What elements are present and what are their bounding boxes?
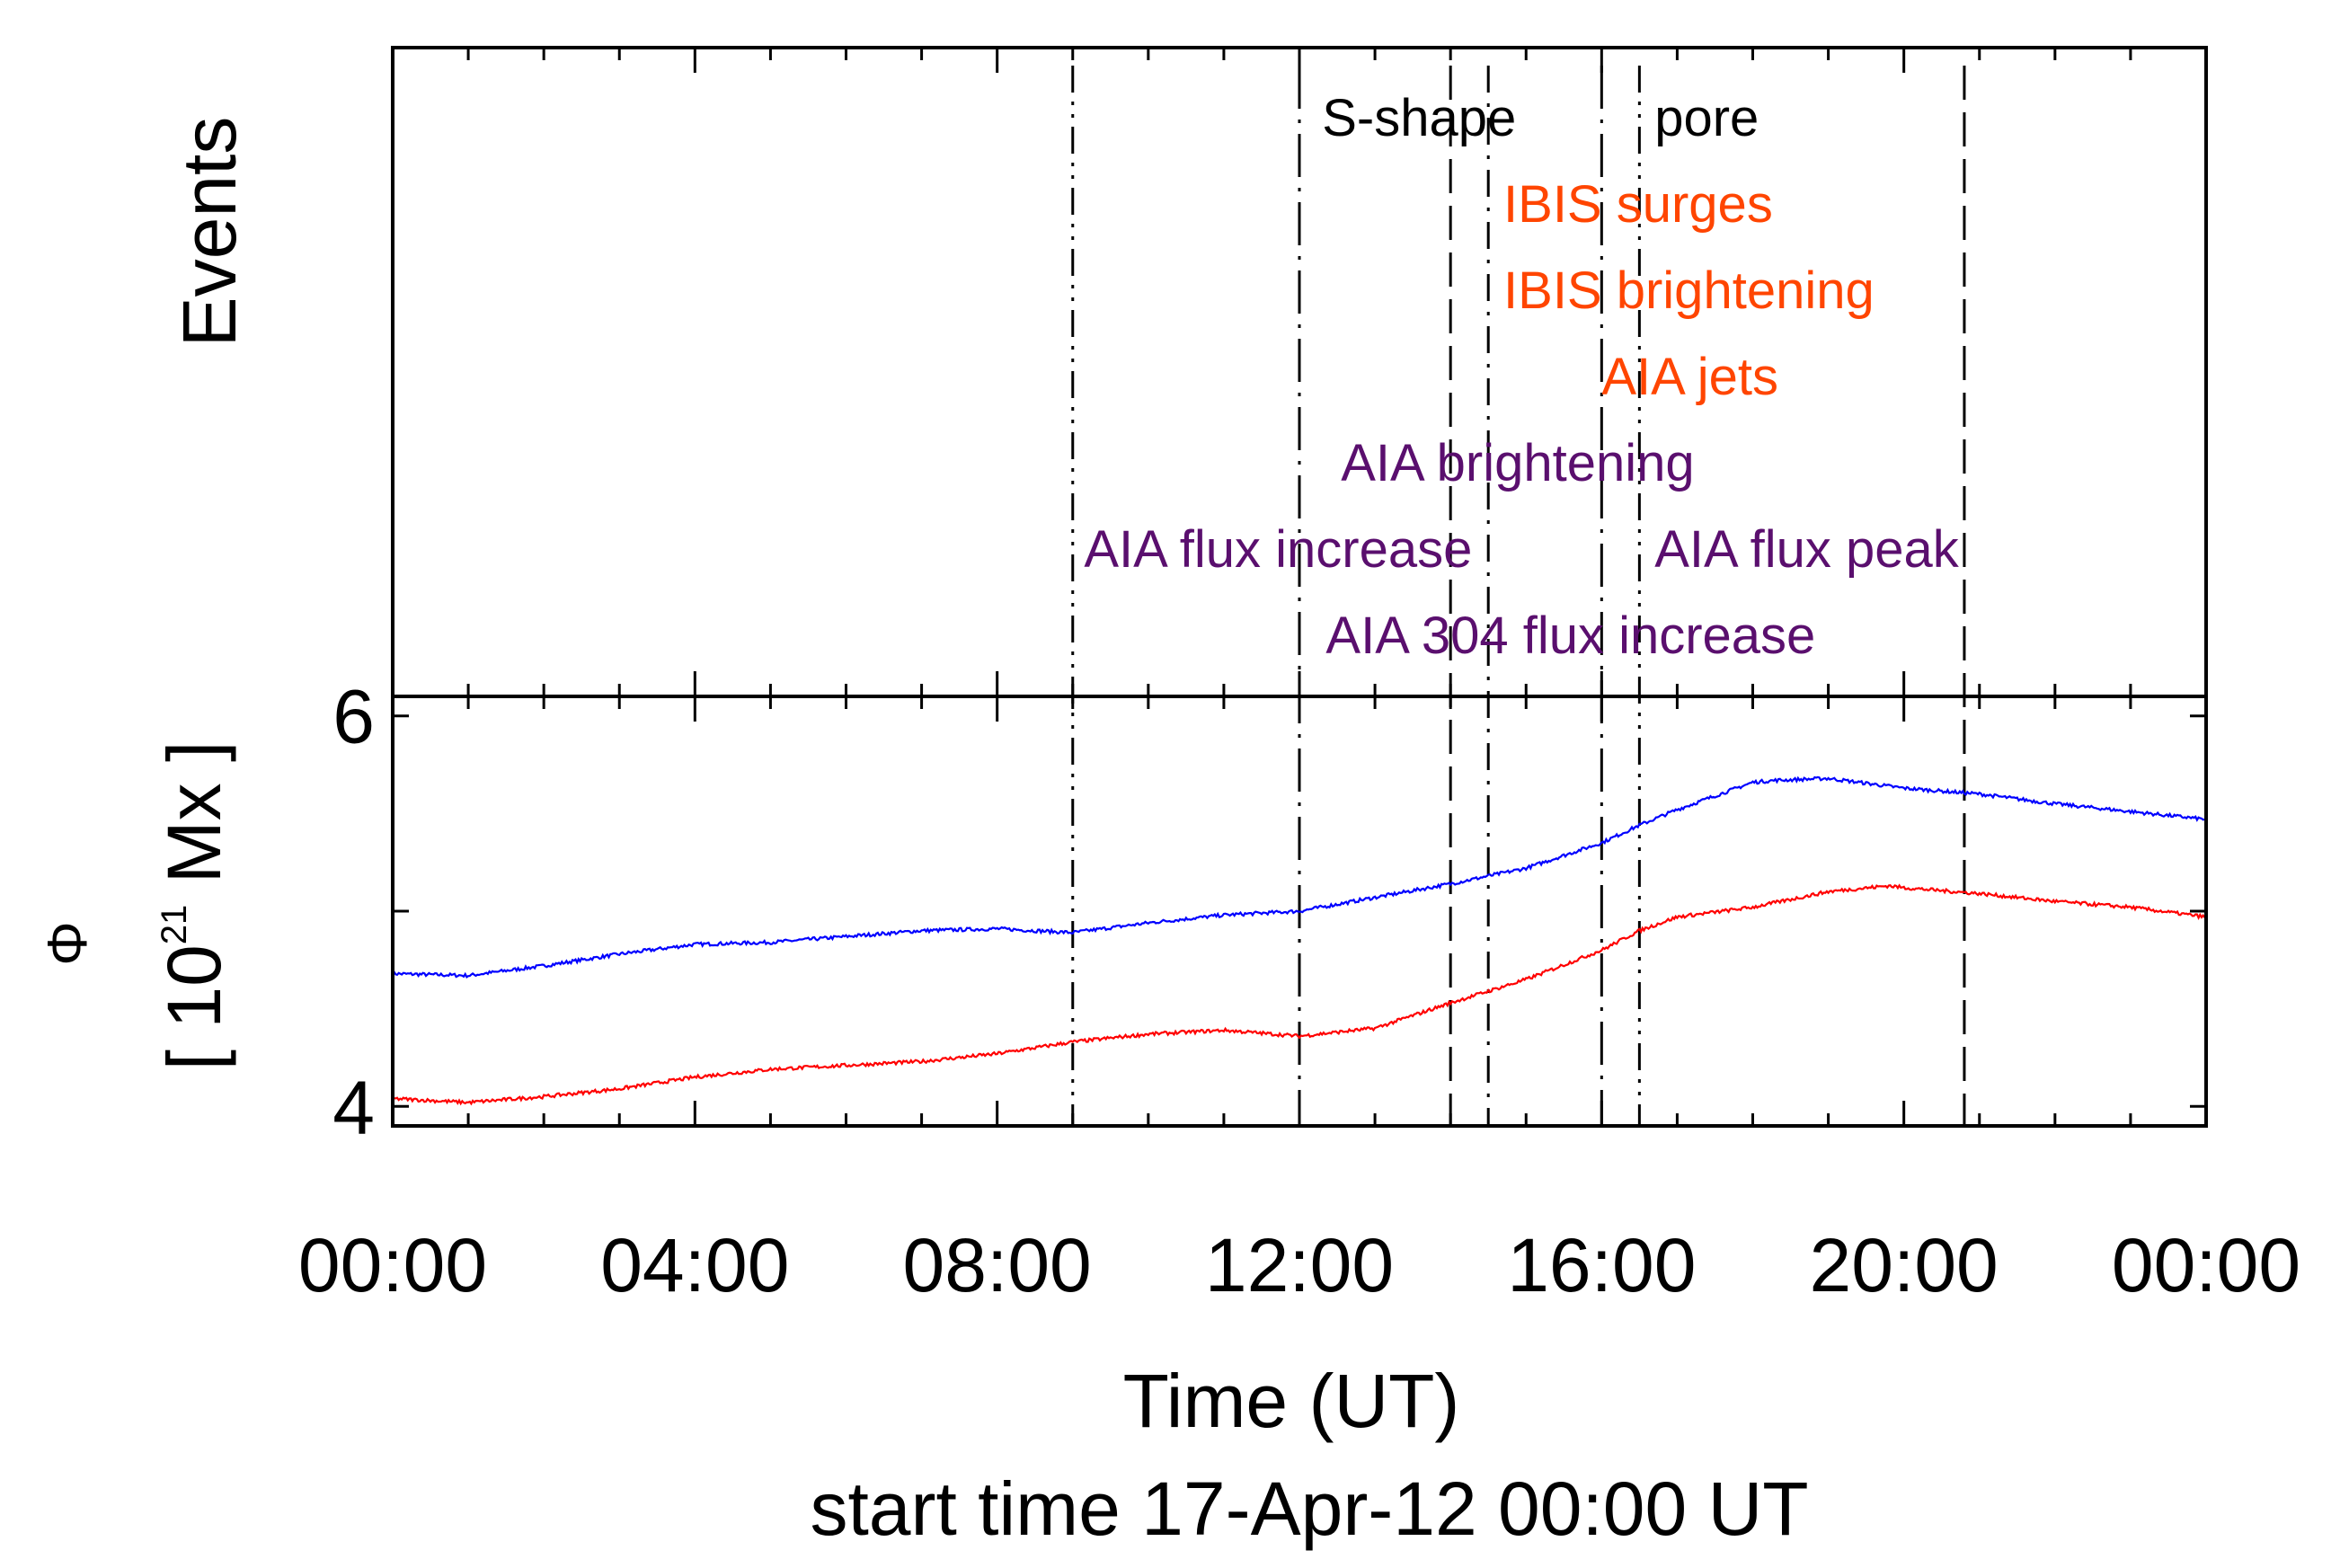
x-tick-label: 16:00	[1507, 1223, 1696, 1307]
x-tick-label: 00:00	[2112, 1223, 2300, 1307]
x-tick-label: 20:00	[1810, 1223, 1999, 1307]
event-label: pore	[1654, 89, 1759, 147]
y-tick-label: 6	[332, 675, 375, 759]
event-label: AIA brightening	[1341, 434, 1694, 492]
event-label: AIA flux increase	[1084, 520, 1472, 579]
y-tick-labels: 46	[332, 675, 375, 1150]
blue-flux-line	[392, 775, 2207, 979]
x-tick-label: 12:00	[1205, 1223, 1394, 1307]
flux-units-label: [ 1021 Mx ]	[152, 741, 236, 1071]
events-axis-label: Events	[167, 117, 252, 348]
event-label: AIA 304 flux increase	[1325, 607, 1815, 665]
flux-units-exponent: 21	[155, 905, 194, 945]
red-flux-line	[392, 883, 2207, 1106]
event-marker-lines	[1071, 66, 1966, 1126]
event-label: S-shape	[1322, 89, 1516, 147]
event-label: IBIS brightening	[1503, 261, 1875, 320]
event-label: AIA flux peak	[1654, 520, 1960, 579]
x-tick-label: 08:00	[903, 1223, 1092, 1307]
x-axis-title: Time (UT)	[1123, 1359, 1460, 1443]
flux-symbol-label: Φ	[37, 921, 99, 965]
event-labels: S-shape pore IBIS surges IBIS brightening AI…	[1084, 89, 1959, 665]
x-tick-label: 00:00	[298, 1223, 487, 1307]
x-axis-subtitle: start time 17-Apr-12 00:00 UT	[810, 1466, 1808, 1551]
x-tick-label: 04:00	[600, 1223, 789, 1307]
flux-units-suffix: Mx ]	[152, 741, 236, 905]
event-label: IBIS surges	[1503, 175, 1773, 234]
y-tick-label: 4	[332, 1065, 375, 1149]
flux-units-prefix: [ 10	[152, 944, 236, 1070]
event-label: AIA jets	[1601, 348, 1778, 406]
flux-series	[392, 775, 2207, 1106]
flux-panel-frame	[391, 695, 2208, 1128]
x-tick-labels: 00:00 04:00 08:00 12:00 16:00 20:00 00:00	[298, 1223, 2300, 1307]
